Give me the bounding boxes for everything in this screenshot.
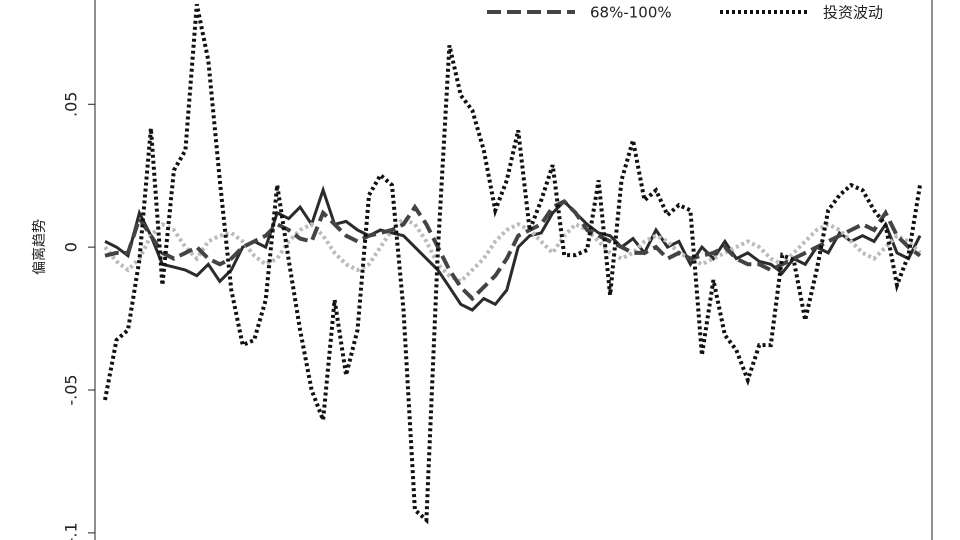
legend-label: 投资波动 xyxy=(823,4,883,22)
series-line xyxy=(104,198,922,302)
y-axis-label: 偏离趋势 xyxy=(31,219,48,275)
series-line xyxy=(104,185,922,312)
y-tick-label: .05 xyxy=(62,92,81,117)
y-tick-label: 0 xyxy=(62,242,81,252)
series-line xyxy=(103,216,922,284)
y-tick-label: -.05 xyxy=(62,374,81,405)
series-line xyxy=(103,3,922,525)
y-tick-label: -.1 xyxy=(62,522,81,540)
legend-label: 68%-100% xyxy=(590,4,672,22)
